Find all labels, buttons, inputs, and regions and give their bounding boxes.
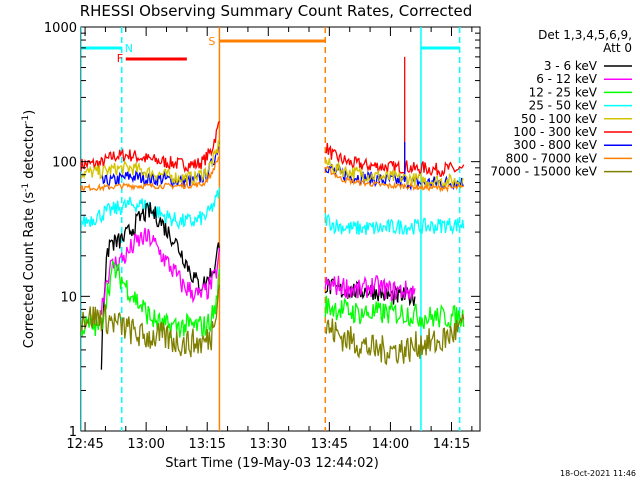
series-line: [324, 313, 465, 366]
series-line: [324, 213, 465, 236]
y-tick-label: 1000: [44, 21, 77, 36]
y-tick-label: 1: [69, 425, 77, 440]
plot-frame: [80, 26, 481, 432]
legend-label: 25 - 50 keV: [529, 99, 598, 113]
series-line: [324, 295, 465, 329]
legend-label: 50 - 100 keV: [521, 112, 598, 126]
legend-label: 300 - 800 keV: [513, 138, 597, 152]
legend-label: 800 - 7000 keV: [506, 151, 598, 165]
series-line: [81, 284, 221, 358]
series-line: [324, 165, 465, 193]
night-flag-letter: N: [125, 42, 133, 55]
series-line: [81, 156, 220, 192]
series-line: [100, 142, 221, 190]
x-tick-label: 13:15: [188, 437, 225, 452]
series-line: [324, 157, 464, 190]
legend-label: 12 - 25 keV: [529, 85, 598, 99]
date-stamp: 18-Oct-2021 11:46: [560, 469, 636, 478]
flag-bars: NF S: [81, 35, 460, 65]
y-tick-label: 10: [60, 290, 77, 305]
legend-header-attenuator: Att 0: [603, 41, 632, 55]
x-tick-label: 13:45: [311, 437, 348, 452]
x-tick-label: 14:15: [433, 437, 470, 452]
x-axis: 12:45 13:00 13:15 13:30 13:45 14:00 14:15: [66, 27, 473, 452]
series-line: [324, 275, 416, 303]
x-tick-label: 14:00: [372, 437, 409, 452]
x-tick-label: 12:45: [66, 437, 103, 452]
x-tick-label: 13:30: [250, 437, 287, 452]
legend-label: 6 - 12 keV: [536, 72, 598, 86]
x-tick-label: 13:00: [127, 437, 164, 452]
legend-header-detectors: Det 1,3,4,5,6,9,: [538, 28, 632, 42]
event-boundary-lines: [81, 27, 461, 431]
saa-flag-letter: S: [208, 35, 215, 48]
x-axis-label: Start Time (19-May-03 12:44:02): [165, 456, 379, 471]
series-group: [81, 56, 465, 370]
y-axis-label: Corrected Count Rate (s-1 detector-1): [21, 110, 37, 348]
legend-label: 7000 - 15000 keV: [490, 165, 597, 179]
series-line: [81, 120, 220, 174]
y-axis: 1 10 100 1000: [44, 21, 480, 440]
series-line: [100, 227, 221, 315]
legend-label: 3 - 6 keV: [544, 59, 598, 73]
series-line: [81, 139, 221, 187]
chart-title: RHESSI Observing Summary Count Rates, Co…: [80, 2, 473, 20]
y-tick-label: 100: [52, 156, 77, 171]
legend-label: 100 - 300 keV: [513, 125, 597, 139]
flare-flag-letter: F: [117, 52, 123, 65]
